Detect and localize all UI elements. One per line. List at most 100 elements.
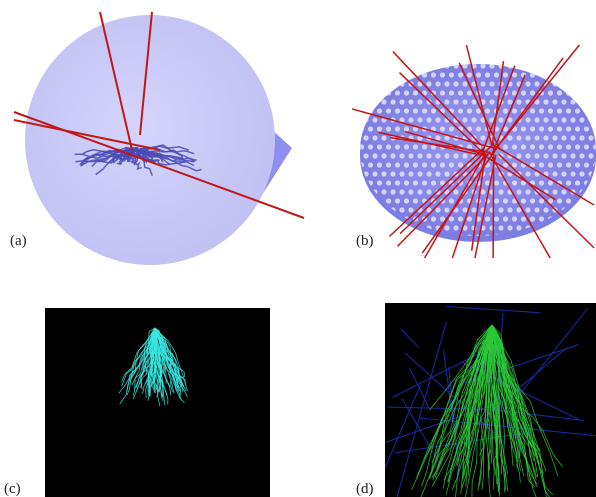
cylinder-dot — [552, 135, 557, 140]
cylinder-dot — [530, 198, 535, 203]
cylinder-dot — [408, 189, 413, 194]
cylinder-dot — [543, 117, 548, 122]
cylinder-dot — [372, 153, 377, 158]
cylinder-dot — [552, 189, 557, 194]
cylinder-dot — [404, 126, 409, 131]
cylinder-dot — [453, 153, 458, 158]
cylinder-dot — [516, 99, 521, 104]
cylinder-dot — [503, 216, 508, 221]
cylinder-dot — [417, 99, 422, 104]
cylinder-dot — [372, 63, 377, 68]
cylinder-dot — [566, 144, 571, 149]
cylinder-dot — [377, 72, 382, 77]
cylinder-dot — [453, 225, 458, 230]
cylinder-dot — [539, 126, 544, 131]
cylinder-dot — [579, 171, 584, 176]
cylinder-dot — [435, 117, 440, 122]
cylinder-dot — [444, 99, 449, 104]
cylinder-dot — [426, 63, 431, 68]
cylinder-dot — [417, 189, 422, 194]
panel-label: (b) — [356, 233, 374, 249]
cylinder-dot — [390, 99, 395, 104]
cylinder-dot — [422, 162, 427, 167]
cylinder-dot — [386, 126, 391, 131]
cylinder-dot — [413, 234, 418, 239]
cylinder-dot — [426, 153, 431, 158]
page: {"panels": [{"label": "(a)"}, {"label": … — [0, 0, 596, 497]
cylinder-dot — [498, 117, 503, 122]
cylinder-dot — [449, 162, 454, 167]
cylinder-dot — [588, 135, 593, 140]
cylinder-dot — [359, 72, 364, 77]
cylinder-dot — [417, 153, 422, 158]
cylinder-dot — [363, 81, 368, 86]
cylinder-dot — [476, 72, 481, 77]
cylinder-dot — [359, 90, 364, 95]
cylinder-dot — [363, 189, 368, 194]
cylinder-dot — [408, 99, 413, 104]
cylinder-dot — [543, 99, 548, 104]
cylinder-dot — [489, 99, 494, 104]
cylinder-dot — [579, 63, 584, 68]
cylinder-dot — [390, 153, 395, 158]
cylinder-dot — [386, 108, 391, 113]
cylinder-dot — [579, 117, 584, 122]
cylinder-dot — [561, 99, 566, 104]
cylinder-dot — [399, 81, 404, 86]
cylinder-dot — [489, 81, 494, 86]
cylinder-dot — [381, 189, 386, 194]
cylinder-dot — [575, 234, 580, 239]
cylinder-dot — [372, 135, 377, 140]
cylinder-dot — [503, 72, 508, 77]
cylinder-dot — [471, 117, 476, 122]
cylinder-dot — [584, 216, 589, 221]
cylinder-dot — [543, 135, 548, 140]
cylinder-dot — [525, 171, 530, 176]
cylinder-dot — [561, 117, 566, 122]
cylinder-dot — [579, 207, 584, 212]
cylinder-dot — [386, 162, 391, 167]
cylinder-dot — [570, 171, 575, 176]
cylinder-dot — [462, 99, 467, 104]
cylinder-dot — [458, 108, 463, 113]
cylinder-dot — [512, 216, 517, 221]
cylinder-dot — [579, 81, 584, 86]
cylinder-dot — [480, 189, 485, 194]
cylinder-dot — [525, 135, 530, 140]
cylinder-dot — [431, 216, 436, 221]
cylinder-dot — [570, 135, 575, 140]
cylinder-dot — [449, 126, 454, 131]
cylinder-dot — [435, 153, 440, 158]
cylinder-dot — [566, 180, 571, 185]
cylinder-dot — [579, 135, 584, 140]
cylinder-dot — [512, 108, 517, 113]
cylinder-dot — [471, 207, 476, 212]
cylinder-dot — [570, 153, 575, 158]
cylinder-dot — [548, 90, 553, 95]
cylinder-dot — [561, 225, 566, 230]
cylinder-dot — [363, 225, 368, 230]
cylinder-dot — [588, 81, 593, 86]
cylinder-dot — [359, 180, 364, 185]
cylinder-dot — [453, 63, 458, 68]
cylinder-dot — [539, 72, 544, 77]
cylinder-dot — [390, 225, 395, 230]
cylinder-dot — [584, 72, 589, 77]
cylinder-dot — [525, 63, 530, 68]
cylinder-dot — [503, 198, 508, 203]
cylinder-dot — [552, 225, 557, 230]
cylinder-dot — [359, 216, 364, 221]
cylinder-dot — [584, 126, 589, 131]
cylinder-dot — [494, 198, 499, 203]
cylinder-dot — [530, 90, 535, 95]
cylinder-dot — [534, 63, 539, 68]
cylinder-dot — [579, 225, 584, 230]
cylinder-dot — [566, 108, 571, 113]
cylinder-dot — [575, 72, 580, 77]
cylinder-dot — [462, 153, 467, 158]
cylinder-dot — [516, 135, 521, 140]
cylinder-dot — [408, 153, 413, 158]
cylinder-dot — [372, 81, 377, 86]
panel-label: (a) — [10, 233, 27, 249]
cylinder-dot — [557, 126, 562, 131]
